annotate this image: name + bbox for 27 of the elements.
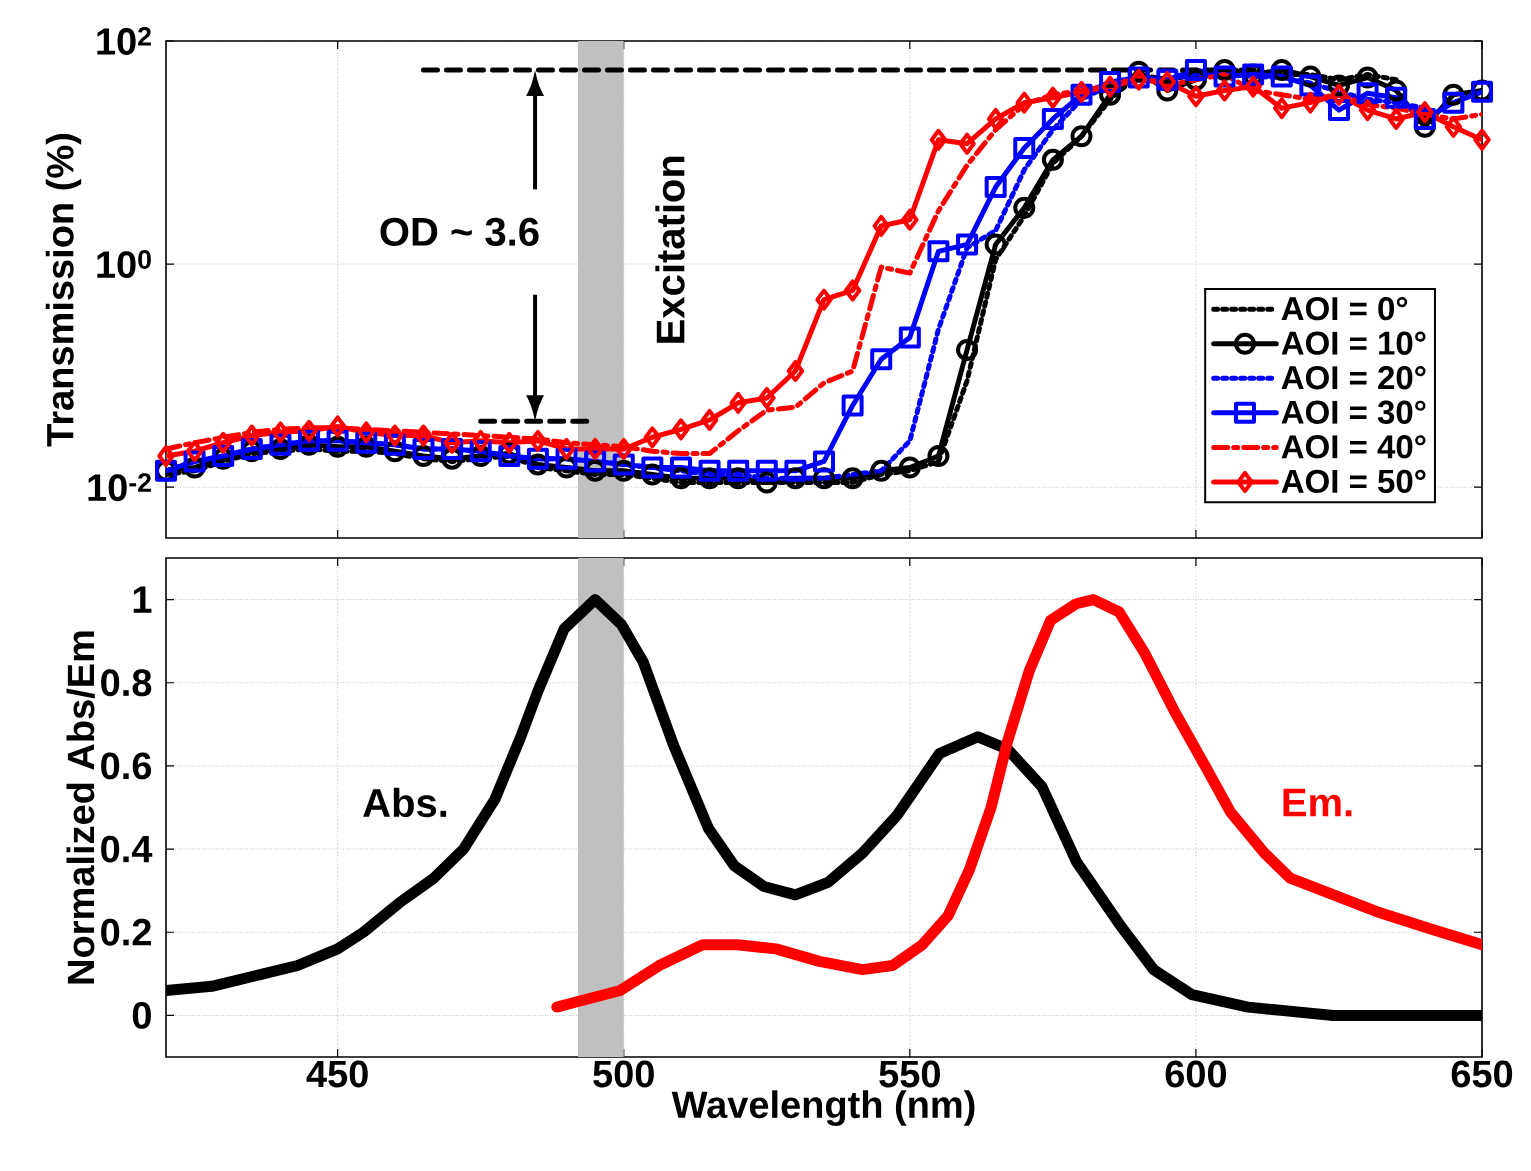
series-label: Em.: [1283, 788, 1352, 817]
y-tick-label: 10$^{-2}$: [88, 473, 151, 502]
x-tick-label: 600: [1165, 1060, 1227, 1088]
x-tick-label: 550: [879, 1060, 940, 1088]
y-tick-label: 0: [132, 1001, 151, 1029]
x-tick-label: 650: [1451, 1060, 1513, 1088]
annotation: Excitation: [655, 156, 685, 343]
y-tick-label: 1: [133, 586, 152, 613]
y-axis-title: Transmission (%): [45, 134, 82, 447]
x-tick-label: 450: [306, 1060, 368, 1088]
annotation: OD ~ 3.6: [380, 217, 539, 247]
series-label: Abs.: [363, 787, 447, 818]
legend-label: AOI = 30°: [1281, 400, 1426, 424]
x-axis-title: Wavelength (nm): [671, 1090, 975, 1126]
y-axis-title: Normalized Abs/Em: [66, 631, 95, 984]
y-tick-label: 10$^{2}$: [97, 27, 151, 55]
legend-label: AOI = 0°: [1281, 296, 1408, 321]
y-tick-label: 10$^{0}$: [97, 250, 151, 279]
legend-label: AOI = 40°: [1281, 435, 1426, 459]
y-tick-label: 0.6: [101, 752, 152, 780]
legend-label: AOI = 10°: [1281, 331, 1426, 355]
y-tick-label: 0.4: [101, 835, 153, 863]
x-tick-label: 500: [593, 1060, 654, 1088]
y-tick-label: 0.8: [101, 669, 152, 697]
y-tick-label: 0.2: [101, 918, 151, 946]
legend-label: AOI = 20°: [1281, 366, 1426, 390]
legend-label: AOI = 50°: [1281, 469, 1426, 494]
